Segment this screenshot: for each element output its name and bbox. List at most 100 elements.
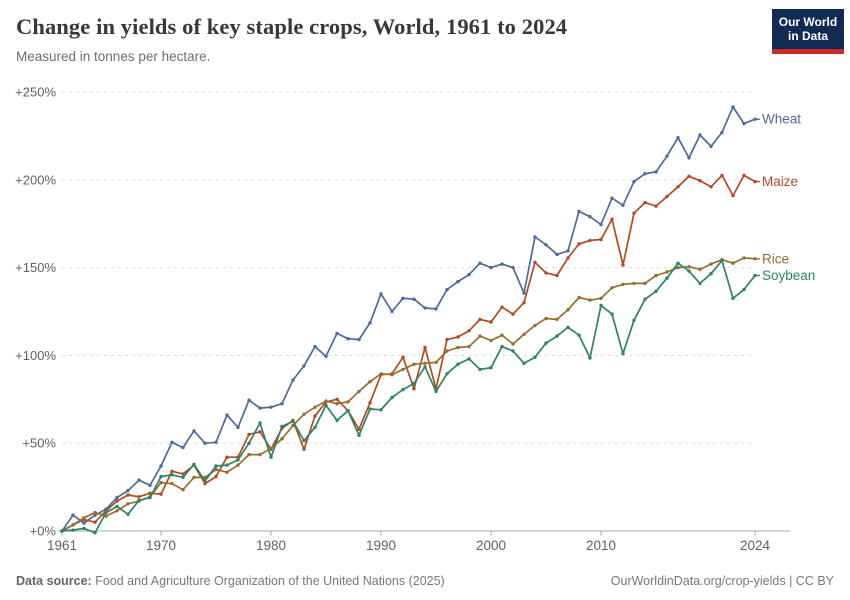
data-point [412,362,416,366]
data-point [709,262,713,266]
data-point [720,173,724,178]
data-point [203,481,207,486]
data-point [555,317,559,322]
series-line-maize[interactable] [61,174,756,532]
owid-logo[interactable]: Our World in Data [772,9,844,54]
data-point [115,495,119,500]
data-point [247,441,251,445]
owid-logo-line2: in Data [787,29,828,43]
data-point [478,334,482,338]
data-point [412,381,416,386]
data-source-text: Food and Agriculture Organization of the… [91,574,445,588]
data-point [577,209,581,214]
data-point [544,341,548,345]
data-point [533,355,537,359]
data-point [280,402,284,406]
data-point [302,438,306,443]
series-line-rice[interactable] [61,257,756,532]
series-label-wheat[interactable]: Wheat [762,112,801,127]
data-point [126,512,130,516]
chart-subtitle: Measured in tonnes per hectare. [16,49,211,64]
data-point [203,479,207,483]
series-maize[interactable]: Maize [60,173,798,533]
data-point [610,196,614,200]
data-point [467,272,471,277]
data-point [181,475,185,480]
data-point [93,510,97,515]
data-point [434,307,438,311]
data-point [555,252,559,257]
data-point [214,440,218,444]
data-point [478,317,482,322]
data-point [324,399,328,403]
series-line-wheat[interactable] [61,106,756,532]
data-source: Data source: Food and Agriculture Organi… [16,574,445,588]
x-tick-label: 1990 [366,538,396,553]
data-point [291,378,295,382]
data-point [126,502,130,506]
data-point [588,215,592,219]
data-point [599,222,603,227]
x-tick-label: 2000 [476,538,506,553]
data-point [500,333,504,337]
data-point [313,344,317,349]
data-point [489,265,493,270]
data-point [302,447,306,451]
data-point [731,296,735,300]
x-tick-label: 2010 [586,538,616,553]
data-point [698,133,702,137]
series-label-soybean[interactable]: Soybean [762,268,815,283]
data-point [302,364,306,368]
chart-footer: Data source: Food and Agriculture Organi… [0,574,850,588]
data-point [412,387,416,391]
data-point [489,320,493,324]
data-point [511,312,515,316]
data-point [159,474,163,479]
owid-link[interactable]: OurWorldinData.org/crop-yields | CC BY [610,574,834,588]
data-point [456,345,460,350]
series-line-soybean[interactable] [61,259,756,534]
data-point [544,316,548,321]
data-point [313,414,317,418]
data-point [192,462,196,466]
data-point [379,408,383,412]
data-point [500,305,504,309]
data-point [203,441,207,445]
data-point [115,499,119,503]
data-point [115,504,119,509]
data-point [258,430,262,434]
data-point [104,510,108,515]
data-point [544,243,548,247]
data-point [566,325,570,329]
data-point [522,291,526,295]
data-point [291,423,295,428]
data-point [489,338,493,343]
data-point [742,256,746,260]
data-point [258,421,262,425]
data-point [170,469,174,473]
series-rice[interactable]: Rice [60,251,789,533]
data-point [577,295,581,300]
data-point [654,204,658,208]
data-point [610,217,614,221]
series-label-rice[interactable]: Rice [762,251,789,266]
series-soybean[interactable]: Soybean [60,258,815,535]
series-wheat[interactable]: Wheat [60,105,801,533]
data-point [709,272,713,276]
data-point [225,470,229,474]
data-point [434,389,438,394]
data-point [214,464,218,468]
data-point [269,446,273,451]
data-point [742,287,746,292]
y-tick-label: +150% [15,260,56,275]
data-point [401,355,405,359]
data-point [665,194,669,199]
data-point [379,292,383,296]
series-label-maize[interactable]: Maize [762,174,798,189]
data-point [643,281,647,286]
data-point [390,395,394,400]
data-point [621,203,625,207]
data-point [643,297,647,301]
data-point [60,529,64,533]
data-point [698,267,702,272]
